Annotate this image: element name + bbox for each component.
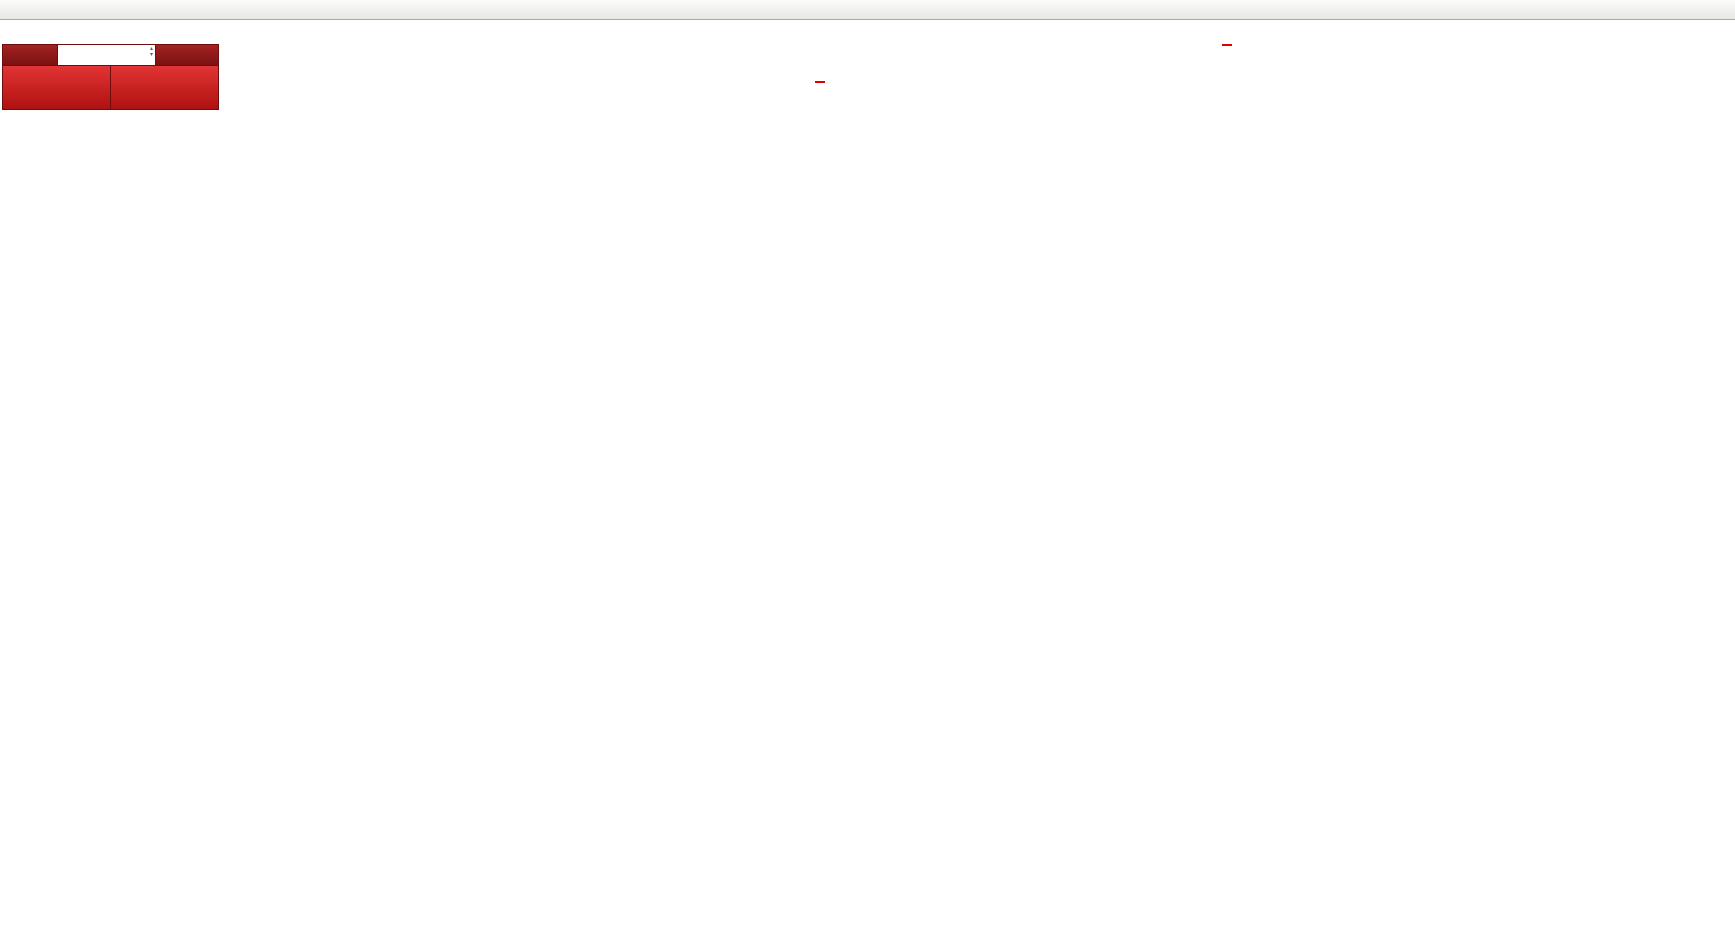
spinner-up-icon[interactable]: ▴ (149, 45, 153, 52)
main-toolbar (0, 0, 1735, 20)
volume-input[interactable]: ▴ ▾ (57, 45, 156, 65)
sell-price-panel[interactable] (3, 66, 111, 109)
rsi-indicator-label (6, 751, 12, 764)
one-click-prices (3, 66, 218, 109)
buy-price-panel[interactable] (111, 66, 218, 109)
sell-button[interactable] (3, 45, 57, 65)
price-annotation-peak[interactable] (1222, 44, 1232, 46)
price-annotation-level[interactable] (815, 81, 825, 83)
macd-indicator-label (6, 585, 18, 598)
spinner-down-icon[interactable]: ▾ (149, 51, 153, 58)
buy-button[interactable] (156, 45, 218, 65)
one-click-trading-panel: ▴ ▾ (2, 44, 219, 110)
volume-spinner[interactable]: ▴ ▾ (150, 46, 153, 58)
one-click-top-row: ▴ ▾ (3, 45, 218, 66)
